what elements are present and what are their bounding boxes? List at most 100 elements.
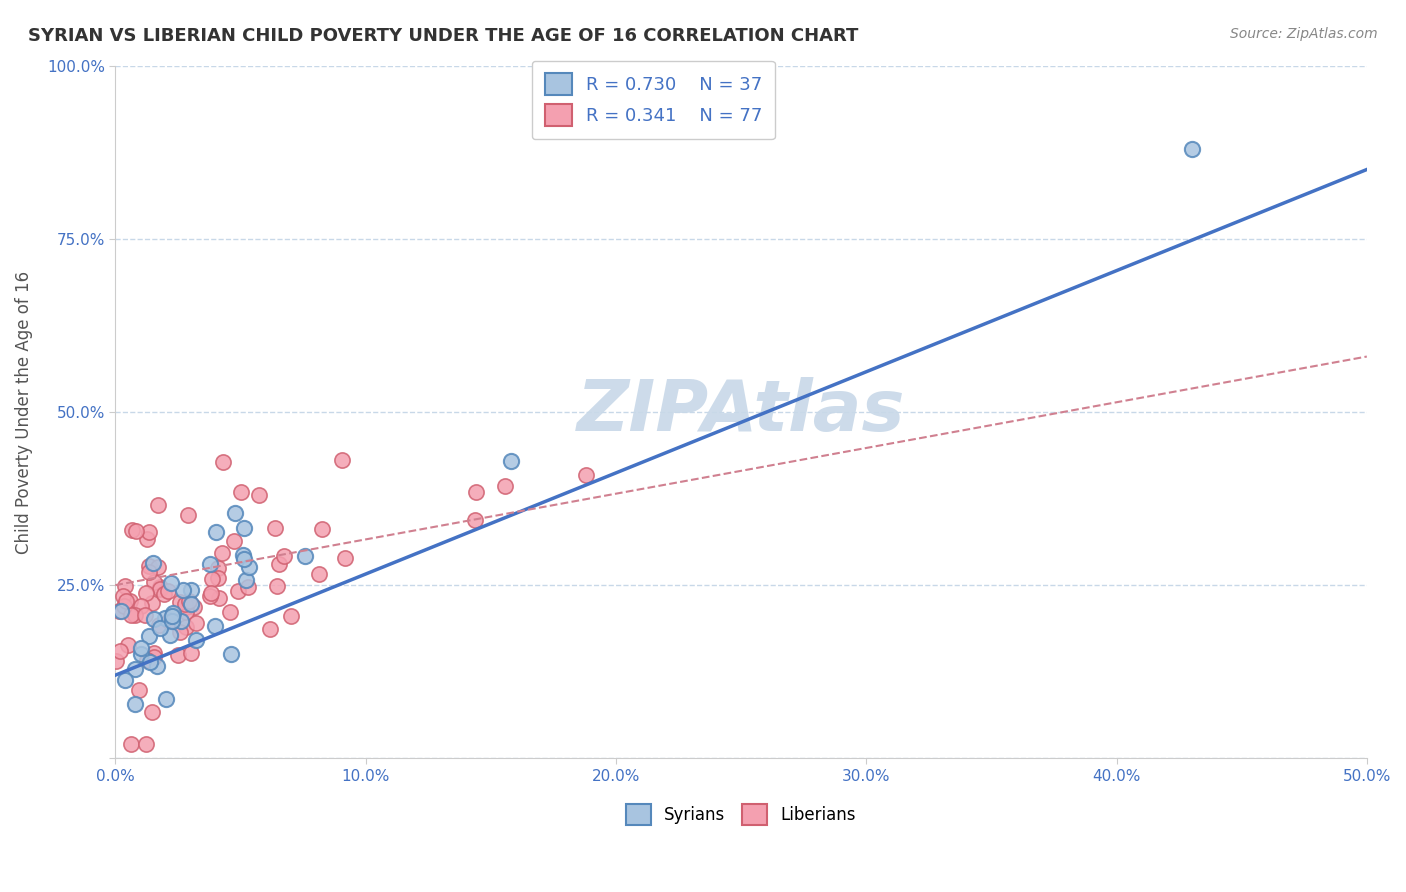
Point <box>110 604 132 618</box>
Point <box>129 647 152 661</box>
Point <box>155 692 177 706</box>
Point <box>108 604 131 618</box>
Point <box>280 608 302 623</box>
Point <box>273 549 295 564</box>
Point <box>148 618 170 632</box>
Point <box>153 611 176 625</box>
Point <box>111 589 134 603</box>
Point <box>464 485 486 500</box>
Point <box>159 628 181 642</box>
Point <box>138 525 160 540</box>
Point <box>156 584 179 599</box>
Point <box>121 523 143 537</box>
Point <box>124 697 146 711</box>
Legend: Syrians, Liberians: Syrians, Liberians <box>617 796 865 833</box>
Point <box>117 638 139 652</box>
Point <box>311 522 333 536</box>
Point <box>139 655 162 669</box>
Point <box>180 646 202 660</box>
Point <box>200 572 222 586</box>
Point <box>136 532 159 546</box>
Point <box>177 508 200 522</box>
Point <box>224 506 246 520</box>
Point <box>143 646 166 660</box>
Point <box>249 487 271 501</box>
Point <box>494 479 516 493</box>
Text: ZIPAtlas: ZIPAtlas <box>576 377 905 447</box>
Point <box>128 683 150 698</box>
Point <box>138 565 160 579</box>
Point <box>142 556 165 570</box>
Point <box>120 607 142 622</box>
Point <box>162 606 184 620</box>
Point <box>200 589 222 603</box>
Point <box>135 738 157 752</box>
Point <box>160 575 183 590</box>
Point <box>169 595 191 609</box>
Point <box>146 559 169 574</box>
Point <box>124 662 146 676</box>
Point <box>149 580 172 594</box>
Point <box>134 607 156 622</box>
Point <box>104 654 127 668</box>
Point <box>162 614 184 628</box>
Point <box>259 622 281 636</box>
Point <box>125 524 148 539</box>
Point <box>184 616 207 631</box>
Point <box>232 548 254 562</box>
Point <box>264 521 287 535</box>
Point <box>205 525 228 540</box>
Point <box>1181 142 1204 156</box>
Point <box>238 580 260 594</box>
Point <box>167 648 190 663</box>
Point <box>148 499 170 513</box>
Point <box>211 546 233 560</box>
Point <box>226 584 249 599</box>
Point <box>219 605 242 619</box>
Point <box>204 619 226 633</box>
Point <box>112 599 135 613</box>
Point <box>269 557 291 571</box>
Point <box>114 594 136 608</box>
Point <box>308 566 330 581</box>
Point <box>114 579 136 593</box>
Point <box>180 597 202 611</box>
Point <box>124 607 146 622</box>
Point <box>131 599 153 613</box>
Point <box>138 629 160 643</box>
Point <box>219 648 242 662</box>
Y-axis label: Child Poverty Under the Age of 16: Child Poverty Under the Age of 16 <box>15 270 32 554</box>
Point <box>169 625 191 640</box>
Point <box>172 583 194 598</box>
Point <box>177 594 200 608</box>
Point <box>142 574 165 589</box>
Text: SYRIAN VS LIBERIAN CHILD POVERTY UNDER THE AGE OF 16 CORRELATION CHART: SYRIAN VS LIBERIAN CHILD POVERTY UNDER T… <box>28 27 859 45</box>
Point <box>200 586 222 600</box>
Point <box>108 644 131 658</box>
Point <box>335 551 357 566</box>
Point <box>174 620 197 634</box>
Point <box>142 649 165 664</box>
Point <box>146 658 169 673</box>
Point <box>173 597 195 611</box>
Point <box>235 573 257 587</box>
Point <box>222 534 245 549</box>
Point <box>184 632 207 647</box>
Point <box>180 582 202 597</box>
Point <box>118 594 141 608</box>
Point <box>141 705 163 719</box>
Point <box>266 579 288 593</box>
Point <box>233 521 256 535</box>
Point <box>183 599 205 614</box>
Point <box>232 551 254 566</box>
Point <box>198 558 221 572</box>
Point <box>238 560 260 574</box>
Point <box>174 600 197 615</box>
Point <box>153 587 176 601</box>
Point <box>207 571 229 585</box>
Point <box>207 560 229 574</box>
Point <box>231 485 253 500</box>
Point <box>138 559 160 574</box>
Point <box>114 673 136 687</box>
Point <box>149 621 172 635</box>
